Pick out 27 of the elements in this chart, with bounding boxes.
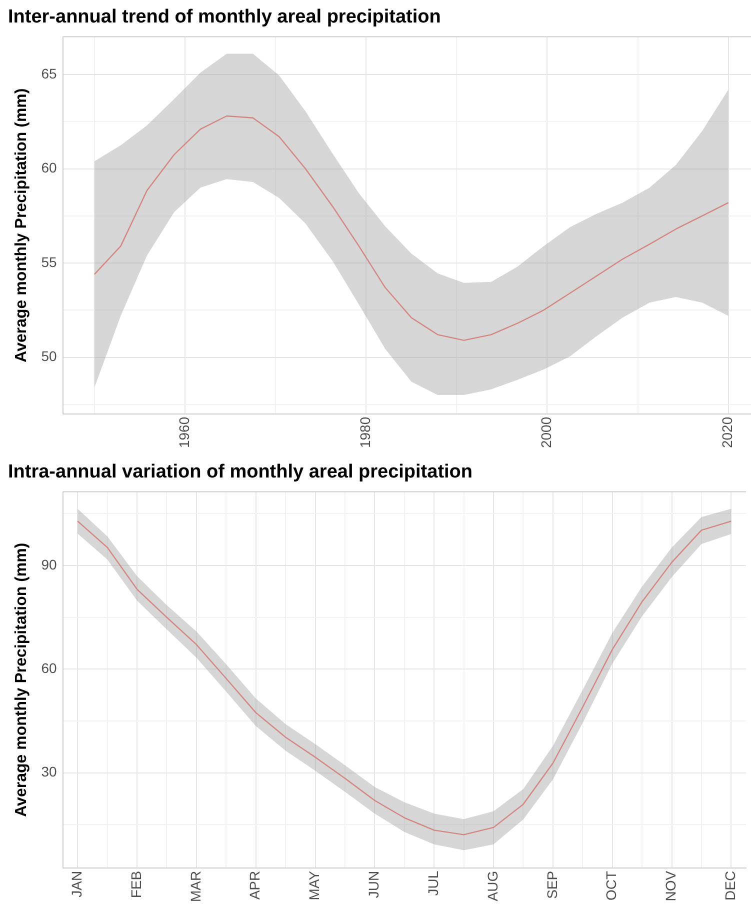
x-tick-label: OCT: [603, 870, 620, 900]
x-tick-label: 1980: [356, 416, 373, 448]
x-tick-label: AUG: [484, 870, 500, 902]
y-tick-label: 65: [41, 65, 57, 82]
y-axis-title: Average monthly Precipitation (mm): [13, 88, 30, 362]
chart-title: Intra-annual variation of monthly areal precipitation: [8, 462, 473, 483]
x-tick-label: APR: [246, 870, 263, 900]
x-tick-label: 2020: [719, 416, 736, 448]
x-tick-label: NOV: [662, 870, 679, 902]
y-tick-label: 60: [41, 160, 57, 176]
y-axis-title: Average monthly Precipitation (mm): [13, 542, 30, 817]
y-tick-label: 50: [41, 348, 57, 364]
x-tick-label: DEC: [722, 870, 738, 900]
x-tick-label: JAN: [68, 870, 84, 898]
x-tick-label: SEP: [544, 870, 560, 899]
chart-title: Inter-annual trend of monthly areal precipitation: [8, 6, 441, 28]
y-tick-label: 60: [41, 660, 57, 676]
x-tick-label: 1960: [176, 416, 192, 448]
y-tick-label: 55: [41, 254, 57, 270]
x-tick-label: MAR: [187, 870, 204, 902]
x-tick-label: JUL: [424, 870, 441, 896]
y-tick-label: 30: [41, 764, 57, 780]
x-tick-label: JUN: [366, 870, 382, 898]
y-tick-label: 90: [41, 556, 57, 572]
x-tick-label: 2000: [538, 416, 554, 448]
x-tick-label: MAY: [306, 870, 322, 900]
x-tick-label: FEB: [128, 870, 144, 898]
